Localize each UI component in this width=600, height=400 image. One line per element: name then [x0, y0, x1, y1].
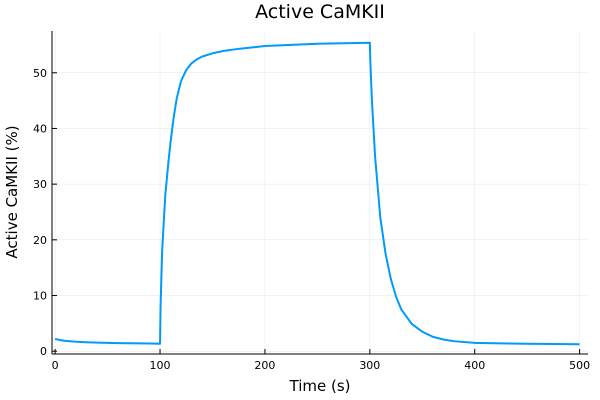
x-ticks: 0 100 200 300 400 500 [52, 349, 590, 372]
y-tick-label: 20 [33, 234, 47, 247]
y-tick-label: 30 [33, 178, 47, 191]
y-tick-label: 0 [40, 345, 47, 358]
x-tick-label: 500 [569, 359, 590, 372]
plot-area [54, 41, 580, 346]
x-tick-label: 300 [359, 359, 380, 372]
x-tick-label: 400 [464, 359, 485, 372]
y-tick-label: 50 [33, 67, 47, 80]
y-tick-label: 10 [33, 290, 47, 303]
axes [51, 31, 588, 355]
grid [52, 31, 588, 354]
x-tick-label: 200 [254, 359, 275, 372]
x-axis-title: Time (s) [289, 377, 351, 395]
y-tick-label: 40 [33, 122, 47, 135]
y-ticks: 0 10 20 30 40 50 [33, 67, 57, 358]
x-tick-label: 0 [52, 359, 59, 372]
chart-title: Active CaMKII [255, 1, 385, 23]
x-tick-label: 100 [150, 359, 171, 372]
series-line [54, 41, 580, 346]
y-axis-title: Active CaMKII (%) [3, 125, 21, 258]
